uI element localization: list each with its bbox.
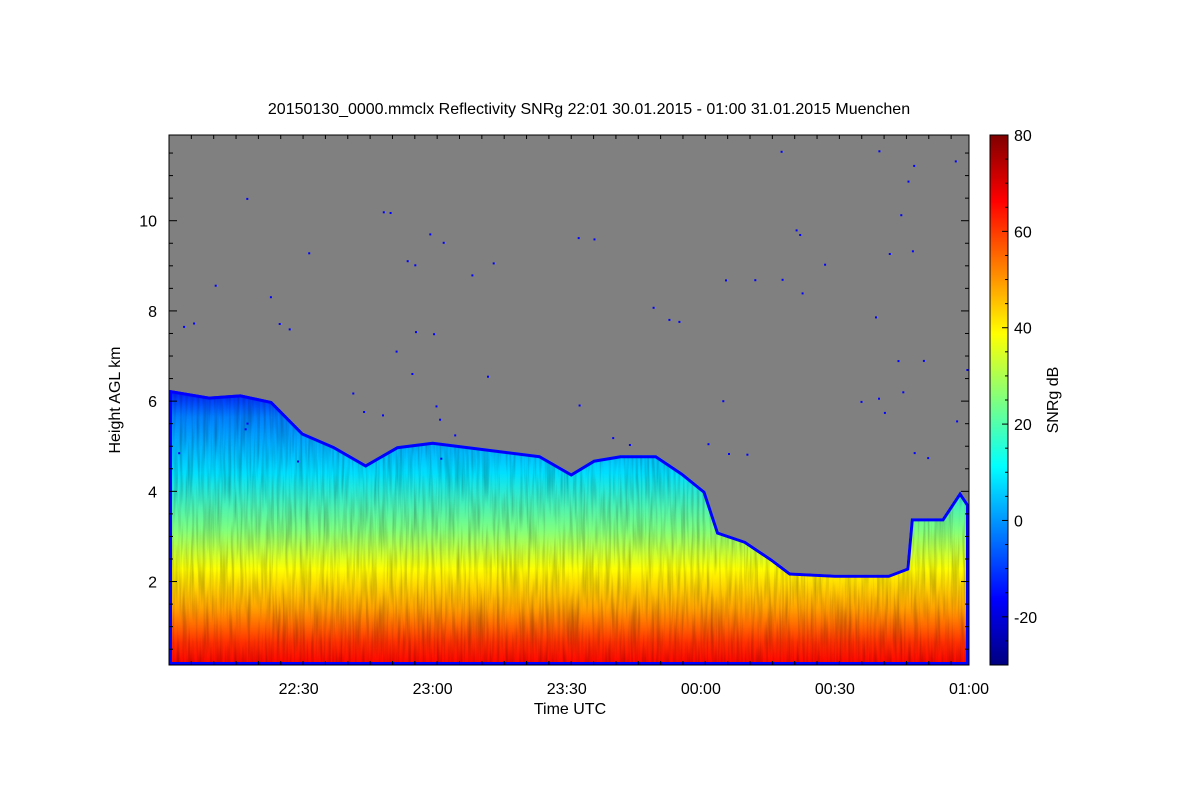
noise-pixel [352,392,355,395]
noise-pixel [628,444,631,446]
noise-pixel [382,211,385,214]
y-tick-label: 10 [139,214,157,231]
noise-pixel [801,292,804,295]
colorbar-tick-label: 40 [1014,321,1032,338]
noise-pixel [578,404,581,407]
y-tick-label: 2 [148,575,157,592]
y-axis: 2 4 6 8 10 [139,152,969,650]
x-tick-label: 00:00 [681,681,721,698]
noise-pixel [487,375,489,378]
noise-pixel [722,400,725,403]
x-axis-label: Time UTC [534,701,606,718]
y-tick-label: 8 [148,304,157,321]
noise-pixel [308,252,311,255]
noise-pixel [411,373,414,375]
colorbar: -20 0 20 40 60 80 [989,128,1037,666]
noise-pixel [922,359,925,362]
noise-pixel [492,262,495,265]
noise-pixel [363,411,366,413]
noise-pixel [878,397,880,400]
noise-pixel [442,241,445,244]
noise-pixel [429,233,432,236]
noise-pixel [707,443,710,446]
noise-pixel [433,333,436,336]
plot-frame [168,134,970,666]
y-axis-label: Height AGL km [107,346,124,453]
noise-pixel [668,318,671,321]
noise-pixel [911,250,914,253]
noise-pixel [875,316,877,319]
x-tick-label: 23:00 [413,681,453,698]
noise-pixel [246,422,249,425]
noise-pixel [678,320,681,323]
noise-pixel [900,214,903,217]
noise-pixel [246,197,249,200]
noise-pixel [725,279,727,282]
colorbar-tick-label: 0 [1014,513,1023,530]
noise-pixel [406,260,409,263]
noise-pixel [913,452,916,455]
noise-pixel [214,284,217,287]
noise-pixel [888,253,891,255]
chart-title: 20150130_0000.mmclx Reflectivity SNRg 22… [268,101,910,118]
noise-pixel [593,238,596,241]
noise-pixel [878,150,881,153]
noise-pixel [612,437,615,440]
noise-pixel [389,212,392,214]
colorbar-tick-label: -20 [1014,610,1037,627]
noise-pixel [435,405,438,408]
x-tick-label: 22:30 [279,681,319,698]
noise-pixel [382,414,384,417]
colorbar-tick-label: 20 [1014,417,1032,434]
noise-pixel [577,237,580,240]
noise-pixel [414,264,417,267]
noise-pixel [907,180,910,183]
noise-pixel [454,434,457,437]
noise-pixel [269,296,272,299]
noise-pixel [780,150,783,153]
noise-pixels [178,150,969,463]
colorbar-label: SNRg dB [1045,367,1062,434]
noise-pixel [440,457,443,460]
noise-pixel [288,328,291,331]
noise-pixel [966,369,969,371]
noise-pixel [471,274,474,277]
noise-pixel [415,331,417,334]
noise-pixel [754,279,757,282]
noise-pixel [860,400,863,403]
noise-pixel [193,322,196,325]
noise-pixel [883,411,886,414]
noise-pixel [795,229,798,232]
noise-pixel [954,160,957,163]
noise-pixel [781,278,784,281]
y-tick-label: 6 [148,394,157,411]
noise-pixel [927,457,930,460]
noise-pixel [956,420,959,423]
noise-pixel [395,350,398,353]
plot-area [168,134,970,666]
noise-pixel [178,452,181,455]
x-tick-label: 00:30 [815,681,855,698]
noise-pixel [297,460,299,463]
x-axis: 22:30 23:00 23:30 00:00 00:30 01:00 [168,135,989,698]
noise-pixel [728,453,730,455]
noise-pixel [824,263,827,266]
noise-pixel [897,360,900,363]
noise-pixel [244,428,247,431]
noise-pixel [652,306,655,309]
noise-pixel [183,325,186,328]
noise-pixel [902,391,905,394]
x-tick-label: 01:00 [949,681,989,698]
noise-pixel [799,234,802,236]
colorbar-tick-label: 60 [1014,224,1032,241]
noise-pixel [913,164,916,167]
noise-pixel [439,418,442,421]
noise-pixel [278,323,281,325]
noise-pixel [746,453,749,456]
x-tick-label: 23:30 [547,681,587,698]
y-tick-label: 4 [148,484,157,501]
colorbar-tick-label: 80 [1014,128,1032,145]
